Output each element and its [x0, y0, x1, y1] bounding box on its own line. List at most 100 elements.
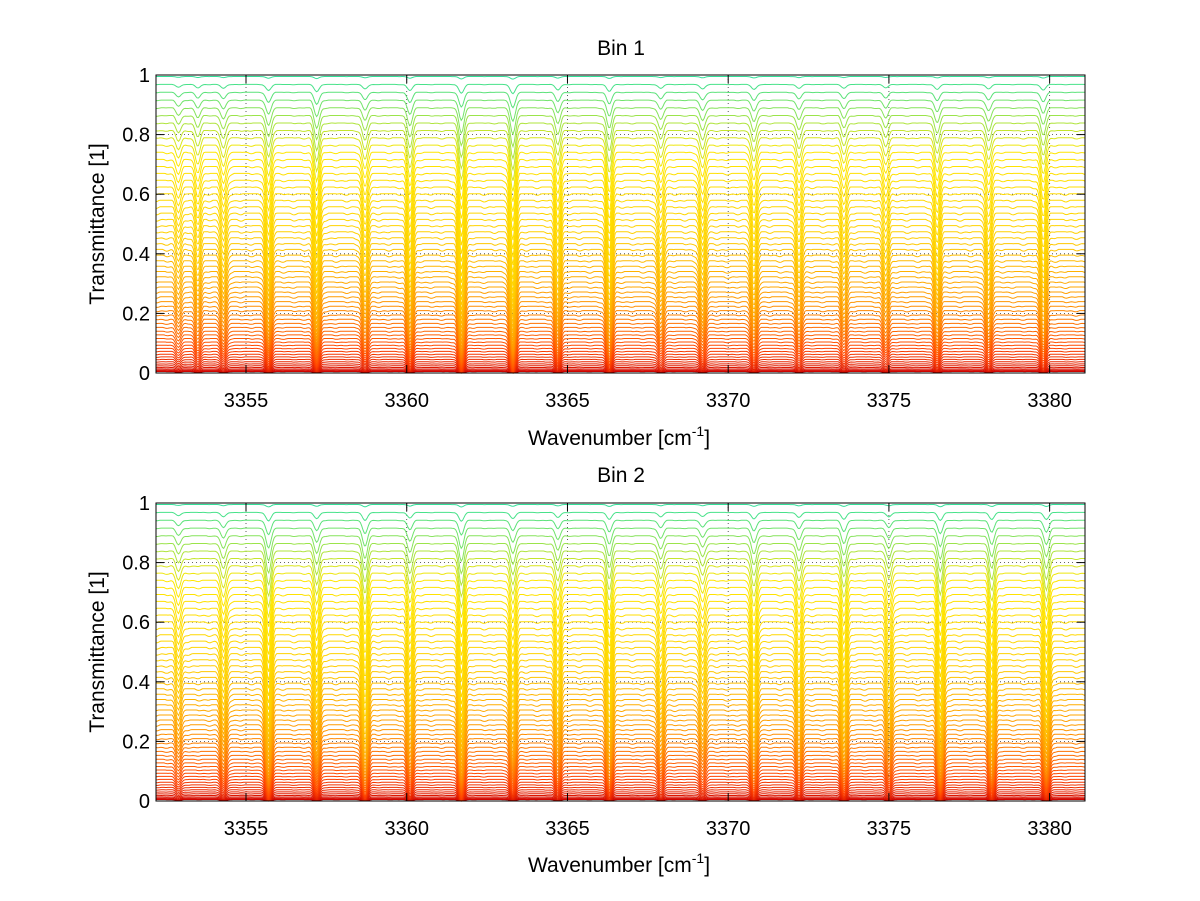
spectrum-line: [156, 791, 1085, 802]
spectrum-line: [156, 542, 1085, 575]
y-axis-label-bin-1: Transmittance [1]: [86, 143, 109, 304]
spectrum-line: [155, 653, 1085, 718]
spectrum-line: [155, 193, 1086, 258]
spectrum-line: [156, 758, 1086, 794]
spectrum-line: [156, 330, 1086, 368]
spectrum-line: [155, 614, 1086, 674]
spectrum-line: [156, 76, 1085, 80]
x-axis-label-bin-2: Wavenumber [cm-1]: [528, 850, 710, 877]
spectrum-line: [156, 158, 1086, 212]
subplot-bin-2: Bin 2 3355 3360 3365 3370 3375 3380 0 0.2 0.4 0.6…: [86, 464, 1086, 877]
spectrum-line: [155, 305, 1085, 355]
spectrum-line: [156, 676, 1086, 739]
spectrum-line: [155, 310, 1085, 357]
spectrum-line: [155, 627, 1085, 690]
spectrum-line: [156, 794, 1085, 802]
spectrum-line: [156, 503, 1085, 508]
y-tick-label: 0.4: [122, 672, 150, 694]
spectrum-line: [155, 572, 1086, 619]
y-tick-label: 0.2: [122, 303, 150, 325]
y-tick-label: 0.8: [122, 553, 150, 575]
spectrum-line: [155, 237, 1085, 303]
spectrum-line: [155, 225, 1085, 292]
spectrum-line: [156, 370, 1086, 374]
spectrum-line: [155, 775, 1086, 800]
spectrum-line: [155, 738, 1085, 785]
ticks-bin-1: 3355 3360 3365 3370 3375 3380 0 0.2 0.4 0.6 0.8 1: [122, 65, 1085, 412]
spectrum-line: [155, 353, 1085, 374]
spectrum-line: [156, 688, 1086, 748]
spectrum-line: [155, 122, 1085, 161]
x-tick-label: 3355: [224, 818, 269, 840]
spectrum-line: [156, 796, 1086, 802]
x-tick-label: 3375: [867, 818, 912, 840]
spectrum-line: [155, 698, 1086, 757]
spectrum-line: [156, 218, 1085, 286]
spectrum-line: [155, 83, 1086, 95]
spectrum-line: [156, 265, 1086, 328]
x-tick-label: 3380: [1027, 390, 1072, 412]
spectrum-line: [155, 212, 1085, 280]
spectrum-line: [155, 129, 1085, 172]
spectrum-line: [156, 334, 1086, 369]
x-tick-label: 3365: [545, 390, 590, 412]
spectrum-line: [155, 231, 1085, 298]
y-tick-label: 0.6: [122, 184, 150, 206]
axes-box-bin-2: [155, 502, 1086, 802]
spectrum-line: [155, 344, 1086, 373]
spectrum-line: [155, 557, 1085, 599]
spectrum-line: [155, 607, 1086, 665]
x-tick-label: 3355: [224, 390, 269, 412]
y-tick-label: 1: [139, 493, 150, 515]
spectrum-line: [155, 281, 1086, 341]
spectrum-line: [156, 326, 1086, 366]
spectrum-line: [156, 366, 1085, 374]
spectrum-line: [156, 260, 1086, 323]
spectrum-line: [155, 179, 1086, 241]
spectrum-line: [155, 291, 1085, 348]
y-tick-label: 1: [139, 65, 150, 87]
spectrum-line: [155, 719, 1085, 773]
spectrum-line: [156, 693, 1086, 753]
spectrum-line: [155, 296, 1085, 350]
spectrum-line: [155, 621, 1086, 682]
spectrum-line: [155, 186, 1086, 250]
spectrum-line: [155, 276, 1086, 337]
spectrum-line: [155, 527, 1085, 550]
spectrum-line: [155, 772, 1086, 799]
spectrum-line: [155, 99, 1085, 123]
spectrum-line: [156, 107, 1085, 136]
x-tick-label: 3365: [545, 818, 590, 840]
x-tick-label: 3360: [384, 390, 429, 412]
spectrum-line: [155, 243, 1086, 308]
spectrum-line: [155, 746, 1085, 789]
spectrum-line: [156, 368, 1086, 374]
spectrum-line: [156, 784, 1085, 802]
spectrum-line: [155, 314, 1085, 360]
spectrum-line: [155, 640, 1085, 705]
spectrum-line: [155, 144, 1086, 192]
y-tick-label: 0.2: [122, 731, 150, 753]
spectrum-line: [155, 659, 1085, 724]
x-tick-label: 3360: [384, 818, 429, 840]
x-axis-label-bin-1: Wavenumber [cm-1]: [528, 423, 710, 450]
spectrum-line: [156, 646, 1085, 712]
chart-title-bin-1: Bin 1: [597, 37, 645, 60]
spectrum-line: [156, 729, 1085, 779]
spectrum-line: [156, 369, 1086, 374]
series-group-bin-2: [155, 503, 1086, 802]
spectrum-line: [156, 165, 1086, 222]
spectrum-line: [156, 254, 1086, 318]
spectrum-line: [155, 742, 1085, 788]
spectrum-line: [156, 356, 1085, 374]
spectrum-line: [155, 550, 1085, 587]
y-tick-label: 0: [139, 791, 150, 813]
spectrum-line: [155, 350, 1086, 375]
spectrum-line: [156, 754, 1086, 792]
spectrum-line: [156, 91, 1085, 109]
spectrum-line: [155, 286, 1086, 344]
spectrum-line: [156, 151, 1086, 202]
spectrum-line: [155, 199, 1085, 266]
series-group-bin-1: [155, 76, 1086, 375]
